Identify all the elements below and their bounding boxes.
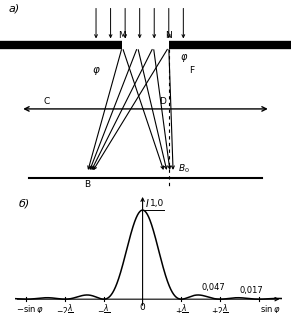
Text: б): б)	[18, 198, 30, 208]
Text: 0,017: 0,017	[240, 286, 264, 295]
Text: $\sin\varphi$: $\sin\varphi$	[260, 303, 280, 313]
Text: F: F	[189, 66, 194, 75]
Text: M: M	[118, 31, 126, 40]
Text: 1,0: 1,0	[150, 199, 164, 208]
Text: B: B	[84, 180, 91, 189]
Text: a): a)	[9, 4, 20, 14]
Text: $-\dfrac{\lambda}{a}$: $-\dfrac{\lambda}{a}$	[97, 303, 110, 313]
Text: $+2\dfrac{\lambda}{a}$: $+2\dfrac{\lambda}{a}$	[211, 303, 229, 313]
Text: $\varphi$: $\varphi$	[92, 65, 100, 77]
Text: 0,047: 0,047	[201, 283, 225, 292]
Text: $B_0$: $B_0$	[178, 162, 189, 175]
Text: N: N	[165, 31, 172, 40]
Text: $\varphi$: $\varphi$	[180, 52, 189, 64]
Text: $+\dfrac{\lambda}{a}$: $+\dfrac{\lambda}{a}$	[175, 303, 188, 313]
Text: 0: 0	[140, 303, 146, 312]
Text: D: D	[159, 97, 166, 106]
Text: C: C	[43, 97, 50, 106]
Text: $-2\dfrac{\lambda}{a}$: $-2\dfrac{\lambda}{a}$	[56, 303, 74, 313]
Text: $-\sin\varphi$: $-\sin\varphi$	[17, 303, 44, 313]
Text: I: I	[146, 198, 149, 208]
